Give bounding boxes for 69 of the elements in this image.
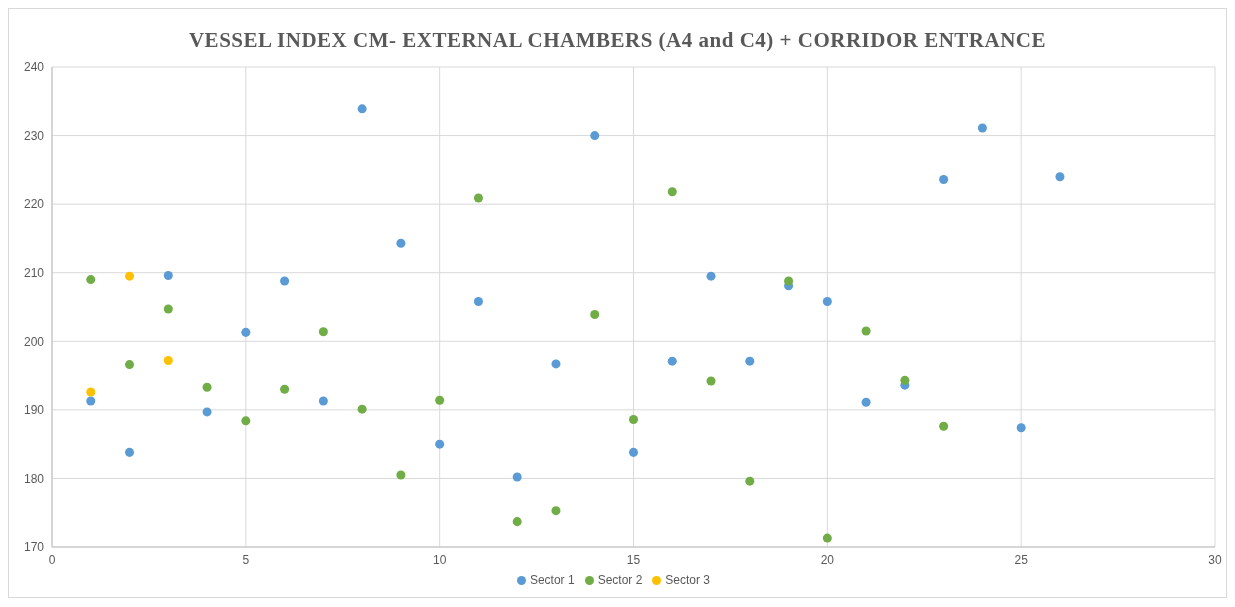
x-tick-label: 10 xyxy=(432,552,447,567)
legend-label: Sector 2 xyxy=(597,573,643,587)
x-tick-label: 15 xyxy=(626,552,641,567)
point xyxy=(628,447,639,457)
point xyxy=(590,310,600,320)
point xyxy=(473,193,483,203)
point xyxy=(939,421,949,431)
y-tick-label: 240 xyxy=(23,60,45,75)
point xyxy=(86,275,96,285)
x-tick-label: 5 xyxy=(242,552,250,567)
point xyxy=(745,476,755,486)
point xyxy=(396,470,406,480)
point xyxy=(1055,172,1065,182)
point xyxy=(357,404,367,414)
point xyxy=(822,533,832,543)
point xyxy=(977,123,987,133)
point xyxy=(590,131,600,141)
y-tick-label: 210 xyxy=(23,265,45,280)
point xyxy=(163,304,173,314)
point xyxy=(435,439,445,449)
point xyxy=(706,376,716,386)
point xyxy=(396,238,406,248)
point xyxy=(125,360,135,370)
point xyxy=(939,174,949,184)
point xyxy=(435,395,445,405)
point xyxy=(512,472,522,482)
point xyxy=(202,382,212,392)
y-tick-label: 220 xyxy=(23,197,45,212)
point xyxy=(318,396,328,406)
point xyxy=(861,326,871,336)
point xyxy=(745,356,755,366)
point xyxy=(473,297,483,307)
y-tick-label: 190 xyxy=(23,403,45,418)
point xyxy=(318,327,328,337)
point xyxy=(280,384,290,394)
x-tick-label: 25 xyxy=(1014,552,1029,567)
point xyxy=(551,506,561,516)
y-tick-label: 230 xyxy=(23,128,45,143)
x-tick-label: 0 xyxy=(48,552,56,567)
legend-label: Sector 3 xyxy=(665,573,711,587)
point xyxy=(125,447,135,457)
point xyxy=(512,517,522,527)
point xyxy=(86,387,96,397)
point xyxy=(551,359,561,369)
point xyxy=(822,297,832,307)
point xyxy=(163,270,173,280)
point xyxy=(628,414,639,424)
y-tick-label: 200 xyxy=(23,334,45,349)
point xyxy=(280,276,290,286)
point xyxy=(241,327,251,337)
point xyxy=(667,356,677,366)
point xyxy=(706,271,716,281)
y-tick-label: 170 xyxy=(23,540,45,555)
point xyxy=(241,416,251,426)
point xyxy=(784,276,794,286)
point xyxy=(357,104,367,114)
legend-label: Sector 1 xyxy=(529,573,575,587)
point xyxy=(163,355,173,365)
x-tick-label: 30 xyxy=(1208,552,1222,567)
point xyxy=(900,375,910,385)
y-tick-label: 180 xyxy=(23,471,45,486)
x-tick-label: 20 xyxy=(820,552,835,567)
chart-title: VESSEL INDEX CM- EXTERNAL CHAMBERS (A4 and C4) + CORRIDOR ENTRANCE xyxy=(187,27,1048,53)
point xyxy=(125,271,135,281)
point xyxy=(667,187,677,197)
point xyxy=(1016,423,1026,433)
point xyxy=(86,396,96,406)
point xyxy=(202,407,212,417)
point xyxy=(861,397,871,407)
